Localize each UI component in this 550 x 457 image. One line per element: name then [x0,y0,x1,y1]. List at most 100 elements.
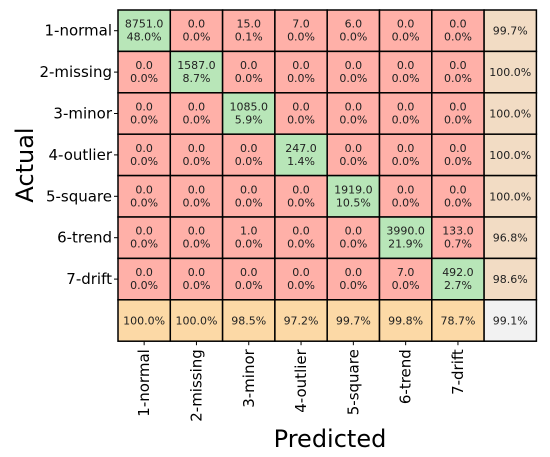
overall-cell [483,299,538,342]
column-summary-cell [274,299,328,342]
cell-count: 0.0 [397,101,415,114]
cell-count: 0.0 [135,225,153,238]
cell-count: 7.0 [397,266,415,279]
row-label: 3-minor [53,105,112,123]
column-summary-value: 100.0% [123,315,165,328]
cell-percent: 0.0% [287,72,315,85]
column-label: 2-missing [187,349,205,422]
column-label: 4-outlier [292,348,310,412]
matrix-cell [117,257,172,301]
matrix-cell [431,216,485,260]
matrix-cell [326,133,381,177]
matrix-cell [378,257,433,301]
column-label: 7-drift [449,349,467,395]
cell-percent: 10.5% [336,196,371,209]
matrix-cell [378,216,433,260]
matrix-cell [431,257,485,301]
cell-percent: 0.0% [339,114,367,127]
matrix-cell [221,133,276,177]
matrix-cell [169,50,224,94]
cell-percent: 0.0% [287,238,315,251]
column-summary-cell [221,299,276,342]
row-summary-cell [483,9,538,53]
row-label: 5-square [46,187,112,205]
row-summary-value: 100.0% [489,190,531,203]
column-label: 1-normal [135,349,153,417]
matrix-cells: 8751.048.0%0.00.0%15.00.1%7.00.0%6.00.0%… [117,9,538,342]
cell-count: 0.0 [449,59,467,72]
column-label: 5-square [344,349,362,415]
cell-percent: 0.0% [339,72,367,85]
cell-percent: 0.0% [392,279,420,292]
column-label: 3-minor [240,348,258,407]
cell-count: 0.0 [345,266,363,279]
cell-percent: 0.0% [339,31,367,44]
cell-percent: 0.0% [444,72,472,85]
row-label: 2-missing [39,63,112,81]
cell-percent: 48.0% [127,31,162,44]
cell-percent: 0.0% [392,196,420,209]
cell-percent: 0.0% [235,196,263,209]
cell-percent: 0.0% [392,31,420,44]
row-summary-cell [483,50,538,94]
cell-percent: 1.4% [287,155,315,168]
cell-percent: 0.0% [235,72,263,85]
cell-count: 3990.0 [386,225,425,238]
cell-percent: 0.0% [182,155,210,168]
cell-count: 0.0 [292,59,310,72]
row-summary-cell [483,216,538,260]
row-summary-value: 100.0% [489,149,531,162]
column-summary-value: 98.5% [231,315,266,328]
column-label: 6-trend [397,349,415,404]
column-summary-value: 99.8% [388,315,423,328]
cell-count: 1919.0 [334,183,373,196]
row-summary-value: 100.0% [489,66,531,79]
column-summary-value: 100.0% [175,315,217,328]
cell-percent: 0.0% [392,72,420,85]
row-label: 7-drift [66,270,112,288]
column-summary-cell [117,299,172,342]
cell-percent: 0.0% [182,31,210,44]
matrix-cell [326,92,381,135]
cell-percent: 0.0% [235,238,263,251]
matrix-cell [378,50,433,94]
y-axis-title: Actual [11,127,39,202]
matrix-cell [378,9,433,53]
cell-percent: 0.0% [339,155,367,168]
cell-percent: 0.0% [130,155,158,168]
cell-count: 0.0 [345,101,363,114]
cell-percent: 0.0% [287,31,315,44]
matrix-cell [326,174,381,218]
cell-percent: 0.0% [182,238,210,251]
cell-count: 0.0 [292,101,310,114]
cell-percent: 8.7% [182,72,210,85]
row-summary-value: 96.8% [493,232,528,245]
cell-percent: 0.0% [444,196,472,209]
cell-percent: 0.0% [287,279,315,292]
matrix-cell [169,257,224,301]
column-summary-cell [326,299,381,342]
cell-percent: 5.9% [235,114,263,127]
cell-count: 0.0 [188,225,206,238]
cell-percent: 0.0% [182,279,210,292]
cell-count: 0.0 [135,101,153,114]
row-label: 1-normal [44,22,112,40]
cell-count: 0.0 [240,142,258,155]
matrix-cell [169,9,224,53]
cell-percent: 0.0% [235,279,263,292]
cell-count: 1.0 [240,225,258,238]
cell-count: 0.0 [135,59,153,72]
cell-count: 0.0 [188,183,206,196]
cell-count: 0.0 [449,142,467,155]
cell-percent: 0.1% [235,31,263,44]
cell-count: 0.0 [135,142,153,155]
cell-count: 0.0 [135,183,153,196]
cell-percent: 0.0% [444,31,472,44]
cell-count: 0.0 [345,59,363,72]
matrix-cell [431,92,485,135]
matrix-cell [431,133,485,177]
cell-percent: 0.0% [287,196,315,209]
cell-count: 0.0 [188,266,206,279]
cell-count: 7.0 [292,18,310,31]
